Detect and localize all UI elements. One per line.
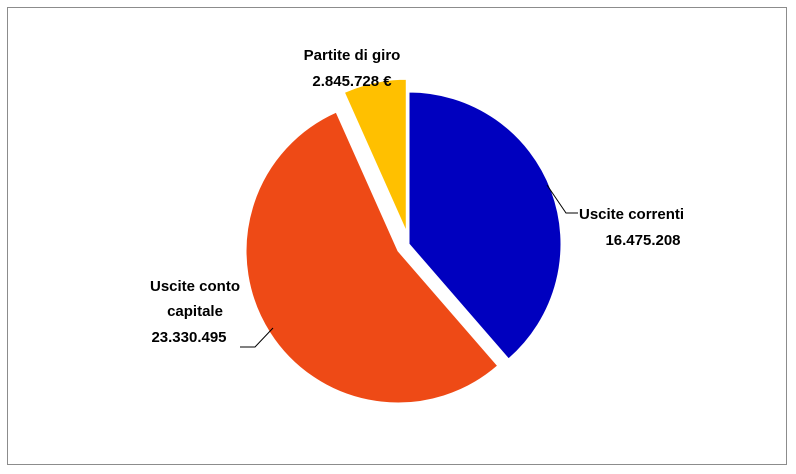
slice-label-uscite-conto-capitale-name-line2: capitale [167,303,223,320]
slice-label-partite-di-giro-name: Partite di giro [304,47,401,64]
pie-slice-uscite-conto-capitale [245,111,499,404]
leader-line-uscite-conto-capitale [240,327,274,348]
data-labels: Uscite correnti 16.475.208 Uscite conto … [150,47,684,346]
leader-line-uscite-correnti [546,184,578,214]
pie-slices [245,78,562,404]
slice-label-uscite-conto-capitale-name-line1: Uscite conto [150,278,240,295]
leader-lines [240,184,578,348]
slice-label-uscite-correnti-name: Uscite correnti [579,206,684,223]
slice-label-uscite-correnti-value: 16.475.208 [605,232,680,249]
pie-slice-partite-di-giro [343,78,407,232]
slice-label-uscite-conto-capitale-value: 23.330.495 [151,329,226,346]
slice-label-partite-di-giro-value: 2.845.728 € [312,73,392,90]
